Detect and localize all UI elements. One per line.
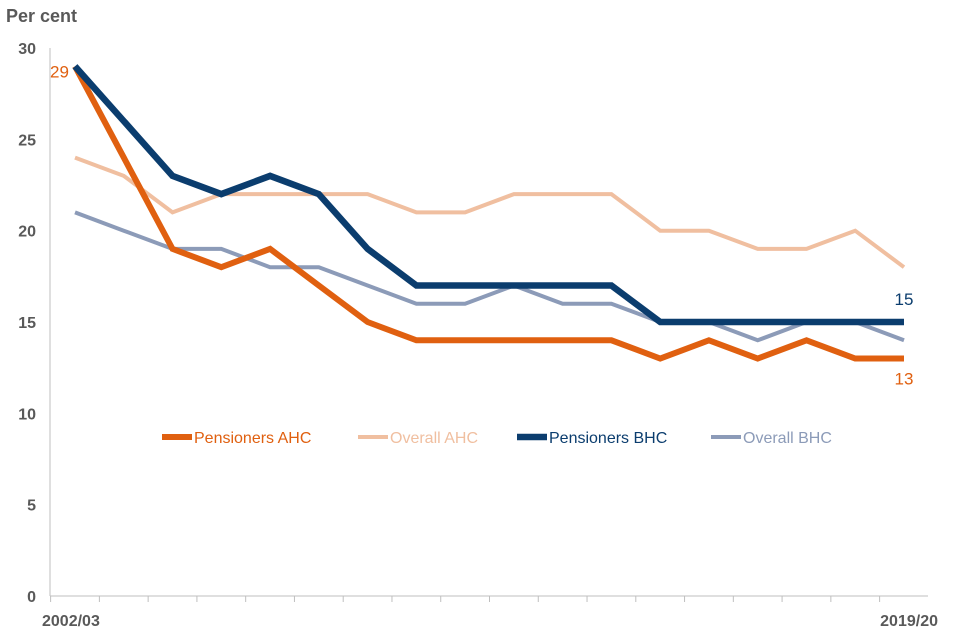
series-line-overall-bhc <box>74 210 905 343</box>
legend: Pensioners AHC Overall AHC Pensioners BHC O… <box>162 430 832 447</box>
legend-label: Pensioners BHC <box>549 430 667 447</box>
data-label: 13 <box>895 370 914 389</box>
series-line-overall-ahc <box>74 155 906 269</box>
y-tick-label: 20 <box>18 224 36 241</box>
y-tick-label: 5 <box>27 498 36 515</box>
legend-label: Overall AHC <box>390 430 478 447</box>
y-tick-label: 0 <box>27 589 36 606</box>
y-tick-label: 30 <box>18 41 36 58</box>
data-label: 29 <box>50 62 69 81</box>
y-axis-title: Per cent <box>6 6 77 26</box>
y-tick-label: 25 <box>18 132 36 149</box>
data-labels: 29 15 13 <box>50 62 913 388</box>
series-line-pensioners-ahc <box>72 64 904 362</box>
series-lines <box>72 64 906 362</box>
legend-label: Overall BHC <box>743 430 832 447</box>
legend-label: Pensioners AHC <box>194 430 311 447</box>
y-tick-label: 15 <box>18 315 36 332</box>
data-label: 15 <box>895 290 914 309</box>
x-tick-label: 2002/03 <box>42 613 100 630</box>
y-tick-label: 10 <box>18 406 36 423</box>
x-tick-label: 2019/20 <box>880 613 938 630</box>
axes: 0 5 10 15 20 25 30 2002/03 2019/20 <box>18 41 938 630</box>
series-line-pensioners-bhc <box>72 64 904 326</box>
